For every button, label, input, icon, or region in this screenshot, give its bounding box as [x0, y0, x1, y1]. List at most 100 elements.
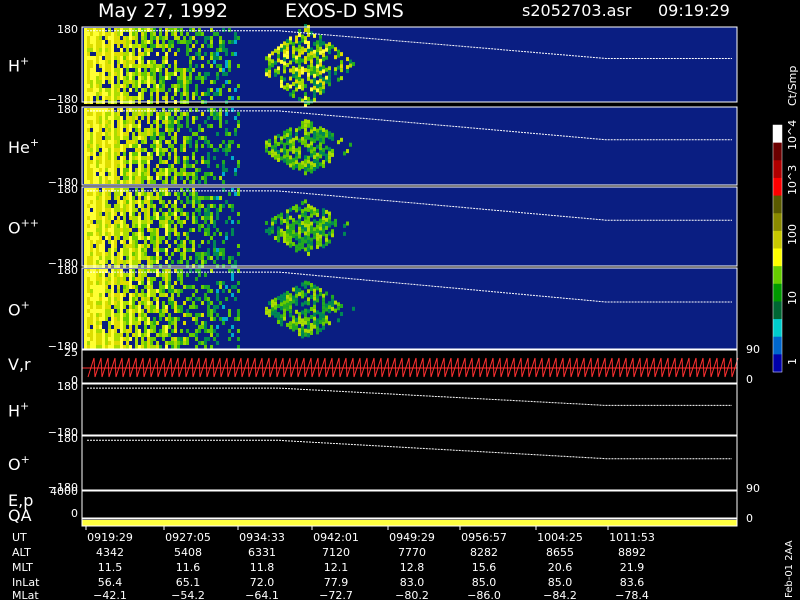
spectro-cell — [123, 144, 126, 148]
spectro-cell — [310, 225, 313, 230]
spectro-cell — [99, 260, 102, 264]
spectro-cell — [138, 228, 141, 232]
spectro-cell — [93, 148, 96, 152]
spectro-cell — [132, 301, 135, 305]
spectro-cell — [307, 96, 310, 101]
spectro-cell — [159, 236, 162, 240]
spectro-cell — [147, 269, 150, 273]
spectro-cell — [271, 145, 274, 150]
spectro-cell — [108, 248, 111, 252]
time-axis-value: 85.0 — [472, 576, 497, 589]
spectro-cell — [93, 301, 96, 305]
spectro-cell — [87, 144, 90, 148]
spectro-cell — [117, 96, 120, 100]
spectro-cell — [132, 273, 135, 277]
spectro-cell — [195, 52, 198, 56]
spectro-cell — [343, 231, 346, 236]
spectro-cell — [117, 180, 120, 184]
time-axis-value: 77.9 — [324, 576, 349, 589]
spectro-cell — [147, 224, 150, 228]
spectro-cell — [310, 67, 313, 72]
spectro-cell — [111, 285, 114, 289]
spectro-cell — [123, 64, 126, 68]
spectro-cell — [117, 301, 120, 305]
spectro-cell — [346, 221, 349, 226]
spectro-cell — [84, 140, 87, 144]
spectro-cell — [162, 84, 165, 88]
spectro-cell — [274, 309, 277, 314]
spectro-cell — [201, 136, 204, 140]
spectro-cell — [165, 329, 168, 333]
spectro-cell — [144, 196, 147, 200]
spectro-cell — [328, 74, 331, 79]
spectro-cell — [111, 208, 114, 212]
spectro-cell — [340, 60, 343, 65]
spectro-cell — [307, 317, 310, 322]
spectro-cell — [102, 172, 105, 176]
spectro-cell — [295, 55, 298, 60]
spectro-cell — [171, 44, 174, 48]
spectro-cell — [298, 234, 301, 239]
spectro-cell — [195, 321, 198, 325]
spectro-cell — [144, 200, 147, 204]
spectro-cell — [183, 68, 186, 72]
spectro-cell — [84, 56, 87, 60]
spectro-cell — [141, 297, 144, 301]
spectro-cell — [114, 52, 117, 56]
spectro-cell — [307, 76, 310, 81]
spectro-cell — [165, 212, 168, 216]
spectro-cell — [168, 313, 171, 317]
spectro-cell — [84, 188, 87, 192]
ytick-label: 180 — [57, 183, 78, 196]
spectro-cell — [117, 152, 120, 156]
spectro-cell — [90, 108, 93, 112]
spectro-cell — [93, 289, 96, 293]
spectro-cell — [180, 176, 183, 180]
spectro-cell — [195, 92, 198, 96]
spectro-cell — [237, 244, 240, 248]
spectro-cell — [195, 176, 198, 180]
spectro-cell — [105, 68, 108, 72]
spectro-cell — [319, 328, 322, 333]
spectro-cell — [87, 232, 90, 236]
spectro-cell — [316, 48, 319, 53]
spectro-cell — [84, 281, 87, 285]
spectro-cell — [337, 53, 340, 58]
spectro-cell — [165, 269, 168, 273]
time-axis-value: 0949:29 — [389, 531, 435, 544]
spectro-cell — [222, 248, 225, 252]
spectro-cell — [322, 151, 325, 156]
spectro-cell — [201, 176, 204, 180]
spectro-cell — [316, 56, 319, 61]
spectro-cell — [120, 144, 123, 148]
spectro-cell — [117, 28, 120, 32]
spectro-cell — [102, 44, 105, 48]
time-axis-value: −84.2 — [543, 589, 577, 600]
spectro-cell — [117, 200, 120, 204]
spectro-cell — [159, 345, 162, 349]
spectro-cell — [295, 236, 298, 241]
spectro-cell — [105, 32, 108, 36]
spectro-cell — [108, 124, 111, 128]
time-axis-value: 56.4 — [98, 576, 123, 589]
spectro-cell — [111, 269, 114, 273]
spectro-cell — [313, 207, 316, 212]
spectro-cell — [292, 206, 295, 211]
spectro-cell — [147, 260, 150, 264]
spectro-cell — [123, 188, 126, 192]
spectro-cell — [340, 76, 343, 81]
spectro-cell — [328, 151, 331, 156]
spectro-cell — [343, 223, 346, 228]
spectro-cell — [286, 137, 289, 142]
spectro-cell — [150, 305, 153, 309]
spectro-cell — [87, 116, 90, 120]
spectro-cell — [108, 172, 111, 176]
spectro-cell — [316, 132, 319, 137]
spectro-cell — [138, 132, 141, 136]
spectro-cell — [334, 308, 337, 313]
spectro-cell — [105, 317, 108, 321]
spectro-cell — [298, 65, 301, 70]
spectro-cell — [150, 204, 153, 208]
spectro-cell — [304, 207, 307, 212]
spectro-cell — [96, 236, 99, 240]
